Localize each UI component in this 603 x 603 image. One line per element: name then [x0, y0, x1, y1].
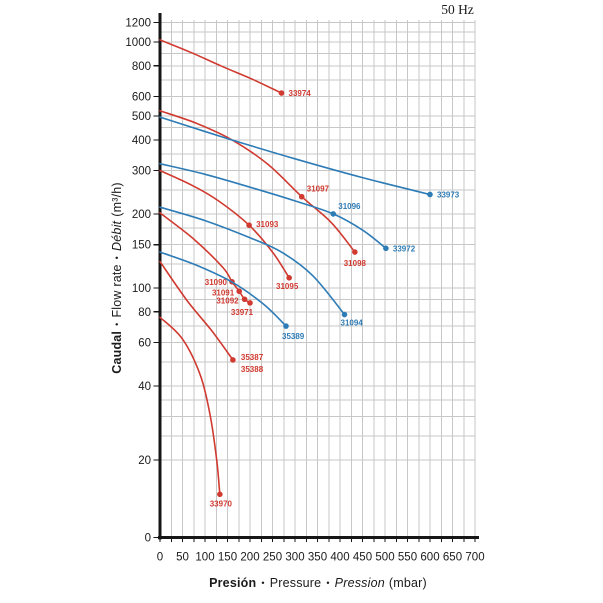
- x-tick-label: 650: [443, 552, 462, 564]
- curve-label-31096: 31096: [338, 202, 361, 211]
- y-tick-label: 20: [138, 455, 151, 467]
- marker-31096: [330, 211, 337, 217]
- x-axis-title-part-3: •: [326, 577, 330, 588]
- y-tick-label: 600: [132, 92, 151, 104]
- x-tick-label: 100: [195, 552, 214, 564]
- marker-31095: [286, 275, 292, 281]
- curve-label-31097: 31097: [307, 185, 330, 194]
- curve-label-31095: 31095: [276, 282, 299, 291]
- curve-31096-33972: [159, 162, 387, 250]
- curve-label-35388: 35388: [241, 365, 264, 374]
- marker-33972: [383, 245, 389, 252]
- marker-35389: [283, 323, 289, 329]
- x-tick-label: 500: [375, 552, 394, 564]
- curve-label-33971: 33971: [231, 308, 254, 317]
- curve-31097-31098: [159, 110, 356, 253]
- x-axis-title-part-4: Pression: [334, 576, 385, 590]
- y-axis-title-part-5: (m³/h): [110, 182, 124, 217]
- x-axis-title-part-0: Presión: [209, 576, 257, 590]
- marker-33974: [278, 90, 285, 96]
- x-tick-label: 200: [240, 552, 259, 564]
- curve-31094: [159, 206, 346, 316]
- curve-label-31093: 31093: [256, 220, 279, 229]
- curve-label-35389: 35389: [282, 332, 305, 341]
- marker-35387: [230, 357, 236, 363]
- y-tick-label: 80: [138, 307, 151, 319]
- y-tick-label: 40: [138, 381, 151, 393]
- curve-label-33973: 33973: [437, 190, 460, 199]
- x-tick-label: 600: [420, 552, 439, 564]
- marker-31093: [246, 222, 252, 229]
- x-axis-title: Presión • Pressure • Pression (mbar): [160, 576, 476, 590]
- y-tick-label: 0: [145, 533, 151, 545]
- y-tick-label: 1200: [125, 18, 151, 30]
- y-tick-label: 500: [132, 111, 151, 123]
- curve-label-31092: 31092: [216, 296, 239, 305]
- y-axis-title-part-3: •: [111, 255, 122, 260]
- x-tick-label: 550: [398, 552, 417, 564]
- curve-label-35387: 35387: [241, 353, 264, 362]
- x-axis-title-part-5: (mbar): [388, 576, 427, 590]
- marker-33970: [217, 491, 223, 498]
- y-axis-title-part-1: •: [111, 322, 122, 326]
- y-axis-title: Caudal • Flow rate • Débit (m³/h): [110, 182, 124, 374]
- curve-33973: [159, 116, 431, 196]
- curve-35387-35388: [159, 260, 234, 361]
- x-tick-label: 300: [285, 552, 304, 564]
- y-tick-label: 800: [132, 61, 151, 73]
- y-tick-label: 100: [132, 283, 151, 295]
- frequency-label: 50 Hz: [441, 2, 474, 17]
- curve-33974: [159, 39, 283, 94]
- marker-31091: [236, 288, 242, 295]
- curve-label-33972: 33972: [393, 244, 416, 253]
- x-tick-label: 350: [308, 552, 327, 564]
- x-tick-label: 50: [176, 552, 189, 564]
- curve-label-33970: 33970: [210, 499, 233, 508]
- x-axis-title-part-1: •: [261, 577, 265, 588]
- y-tick-label: 60: [138, 338, 151, 350]
- x-tick-label: 0: [157, 552, 163, 564]
- curve-35389: [159, 251, 287, 327]
- x-tick-label: 450: [353, 552, 372, 564]
- curve-label-31094: 31094: [341, 319, 364, 328]
- x-tick-label: 250: [263, 552, 282, 564]
- curve-31093-31095: [159, 169, 290, 279]
- marker-33973: [427, 191, 433, 198]
- marker-31094: [341, 311, 348, 318]
- marker-31098: [352, 249, 358, 255]
- marker-33971: [247, 300, 253, 306]
- curve-33970: [159, 316, 221, 496]
- y-tick-label: 1000: [125, 37, 151, 49]
- marker-31092: [241, 296, 248, 303]
- y-axis-title-part-4: Débit: [110, 220, 124, 251]
- curve-label-33974: 33974: [289, 89, 312, 98]
- x-axis-title-part-2: Pressure: [269, 576, 322, 590]
- x-tick-label: 150: [218, 552, 237, 564]
- y-tick-label: 200: [132, 209, 151, 221]
- y-tick-label: 400: [132, 135, 151, 147]
- y-axis-title-part-2: Flow rate: [110, 264, 124, 318]
- x-tick-label: 700: [465, 552, 484, 564]
- y-axis-title-part-0: Caudal: [110, 330, 124, 374]
- y-tick-label: 150: [132, 240, 151, 252]
- curve-label-31090: 31090: [205, 278, 228, 287]
- marker-31097: [298, 193, 305, 200]
- x-tick-label: 400: [330, 552, 349, 564]
- curve-label-31091: 31091: [212, 288, 235, 297]
- y-tick-label: 300: [132, 166, 151, 178]
- curve-label-31098: 31098: [344, 259, 367, 268]
